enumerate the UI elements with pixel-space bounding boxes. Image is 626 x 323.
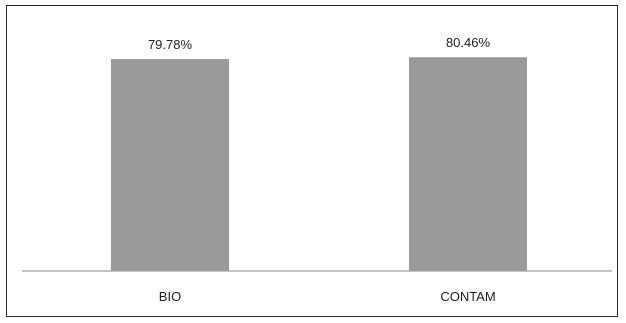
bar-contam [409, 57, 527, 272]
x-tick-label-bio: BIO [159, 289, 181, 304]
data-label-bio: 79.78% [148, 37, 193, 52]
data-label-contam: 80.46% [446, 35, 491, 50]
x-tick-label-contam: CONTAM [440, 289, 495, 304]
bar-bio [111, 59, 229, 272]
